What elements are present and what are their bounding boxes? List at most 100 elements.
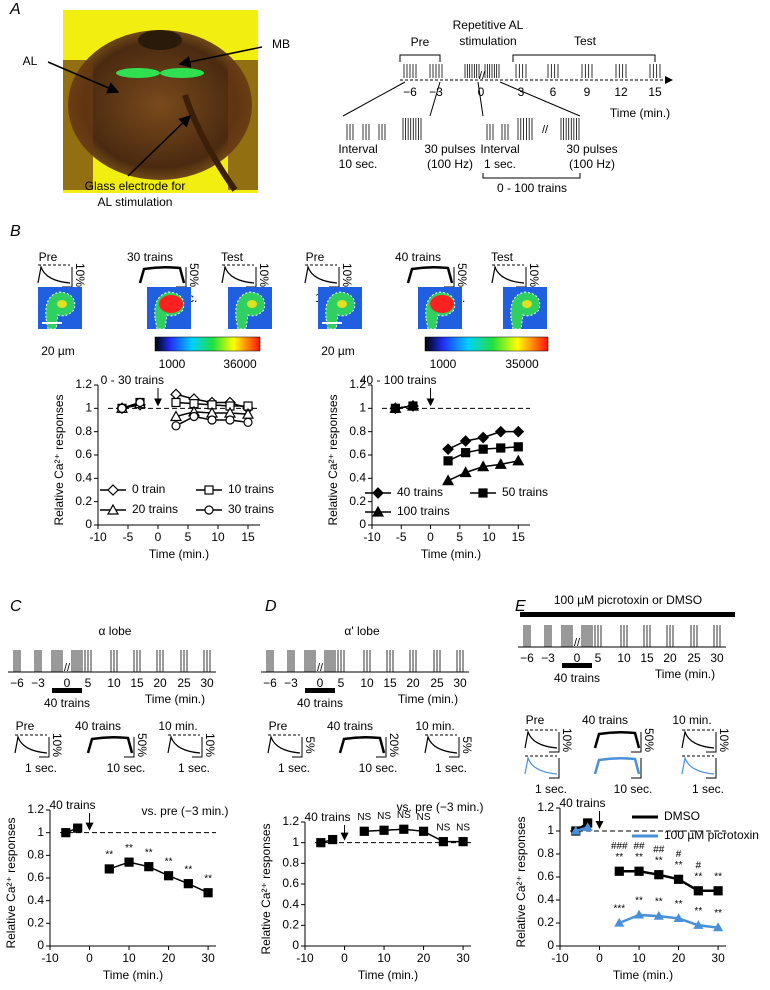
y-tick-label: 0.2: [27, 916, 44, 930]
timeline-label: −6: [403, 85, 417, 99]
significance-label: NS: [397, 810, 411, 821]
calcium-image: [235, 291, 266, 330]
significance-label: **: [635, 852, 643, 863]
amp-scale: 10%: [257, 263, 271, 287]
y-tick-label: 0.2: [349, 494, 366, 508]
marker: [107, 484, 119, 496]
x-tick-label: 30: [201, 951, 215, 965]
marker: [163, 871, 174, 881]
timeline-label: 6: [550, 85, 557, 99]
significance-label: **: [615, 852, 623, 863]
axis-label: Time (min.): [145, 692, 205, 706]
scale-bar: [449, 737, 460, 758]
panel-title: 100 µM picrotoxin or DMSO: [554, 593, 702, 607]
y-tick-label: 0.4: [537, 892, 554, 906]
scale-bar: [549, 758, 560, 779]
calcium-image: [45, 291, 76, 330]
photo-label: AL stimulation: [98, 195, 173, 209]
timeline-label: 30: [200, 676, 214, 690]
x-tick-label: 20: [162, 951, 176, 965]
annotation: 40 trains: [559, 796, 605, 810]
marker: [458, 837, 468, 847]
trace-label: 30 trains: [127, 250, 173, 264]
label: 30 pulses: [566, 142, 617, 156]
panel-label: B: [10, 223, 21, 240]
panel-label: A: [9, 1, 21, 18]
timeline-label: 15: [383, 676, 397, 690]
significance-label: **: [105, 850, 113, 861]
marker: [135, 397, 145, 408]
significance-label: ***: [613, 904, 625, 915]
x-tick-label: 10: [122, 951, 136, 965]
x-axis-label: Time (min.): [358, 968, 418, 982]
label: (100 Hz): [569, 157, 615, 171]
significance-label: **: [694, 906, 702, 917]
timeline-label: 15: [130, 676, 144, 690]
trace: [138, 265, 186, 284]
time-scale: 1 sec.: [692, 782, 724, 796]
y-tick-label: 0.8: [349, 424, 366, 438]
marker: [169, 410, 183, 422]
scale-bar: [124, 737, 135, 758]
time-scale: 1 sec.: [25, 761, 57, 775]
timeline-label: −6: [263, 676, 277, 690]
label: 0 - 100 trains: [497, 181, 567, 195]
legend-label: 0 train: [132, 482, 165, 496]
x-tick-label: -10: [41, 951, 59, 965]
marker: [443, 456, 453, 466]
significance-label: NS: [456, 822, 470, 833]
x-tick-label: -10: [296, 951, 314, 965]
timeline-label: 25: [430, 676, 444, 690]
amp-scale: 5%: [303, 736, 317, 754]
break-mark: //: [479, 70, 486, 82]
label: 10 sec.: [339, 157, 378, 171]
calcium-image: [337, 300, 347, 308]
y-tick-label: 0.2: [282, 918, 299, 932]
marker: [673, 913, 684, 922]
marker: [124, 857, 134, 867]
marker: [654, 870, 664, 880]
timeline-label: 20: [663, 651, 677, 665]
label: Repetitive AL: [453, 18, 524, 32]
x-tick-label: -10: [363, 530, 381, 544]
marker: [371, 505, 385, 517]
amp-scale: 10%: [560, 728, 574, 752]
break-mark: //: [542, 124, 549, 136]
significance-label: **: [635, 896, 643, 907]
y-tick-label: 0: [547, 938, 554, 952]
time-scale: 1 sec.: [435, 761, 467, 775]
y-tick-label: 1.2: [349, 377, 366, 391]
y-axis-label: Relative Ca²⁺ responses: [4, 817, 18, 948]
y-tick-label: 1: [547, 823, 554, 837]
trace-label: 10 min.: [415, 719, 454, 733]
x-tick-label: 30: [711, 951, 725, 965]
timeline-label: 12: [614, 85, 628, 99]
x-tick-label: 5: [185, 530, 192, 544]
scale-bar: [706, 732, 717, 753]
marker: [225, 415, 235, 425]
timeline-label: 30: [710, 651, 724, 665]
marker: [372, 487, 384, 499]
label: 36000: [223, 357, 257, 371]
marker: [61, 828, 71, 838]
arrow: [127, 114, 192, 177]
y-tick-label: 0.4: [27, 893, 44, 907]
trace-label: Pre: [269, 719, 288, 733]
scale-bar: [516, 267, 527, 288]
x-axis-label: Time (min.): [149, 547, 209, 561]
x-tick-label: -5: [396, 530, 407, 544]
marker: [461, 448, 471, 458]
x-tick-label: 15: [241, 530, 255, 544]
significance-label: **: [694, 871, 702, 882]
timeline-label: 10: [107, 676, 121, 690]
marker: [513, 442, 523, 452]
calcium-image: [159, 295, 183, 313]
timeline-label: 10: [617, 651, 631, 665]
x-tick-label: 0: [427, 530, 434, 544]
marker: [243, 417, 253, 427]
y-tick-label: 0.2: [75, 494, 92, 508]
marker: [693, 886, 703, 896]
timeline-label: 20: [153, 676, 167, 690]
timeline-label: 3: [518, 85, 525, 99]
treatment-bar: [520, 612, 735, 617]
